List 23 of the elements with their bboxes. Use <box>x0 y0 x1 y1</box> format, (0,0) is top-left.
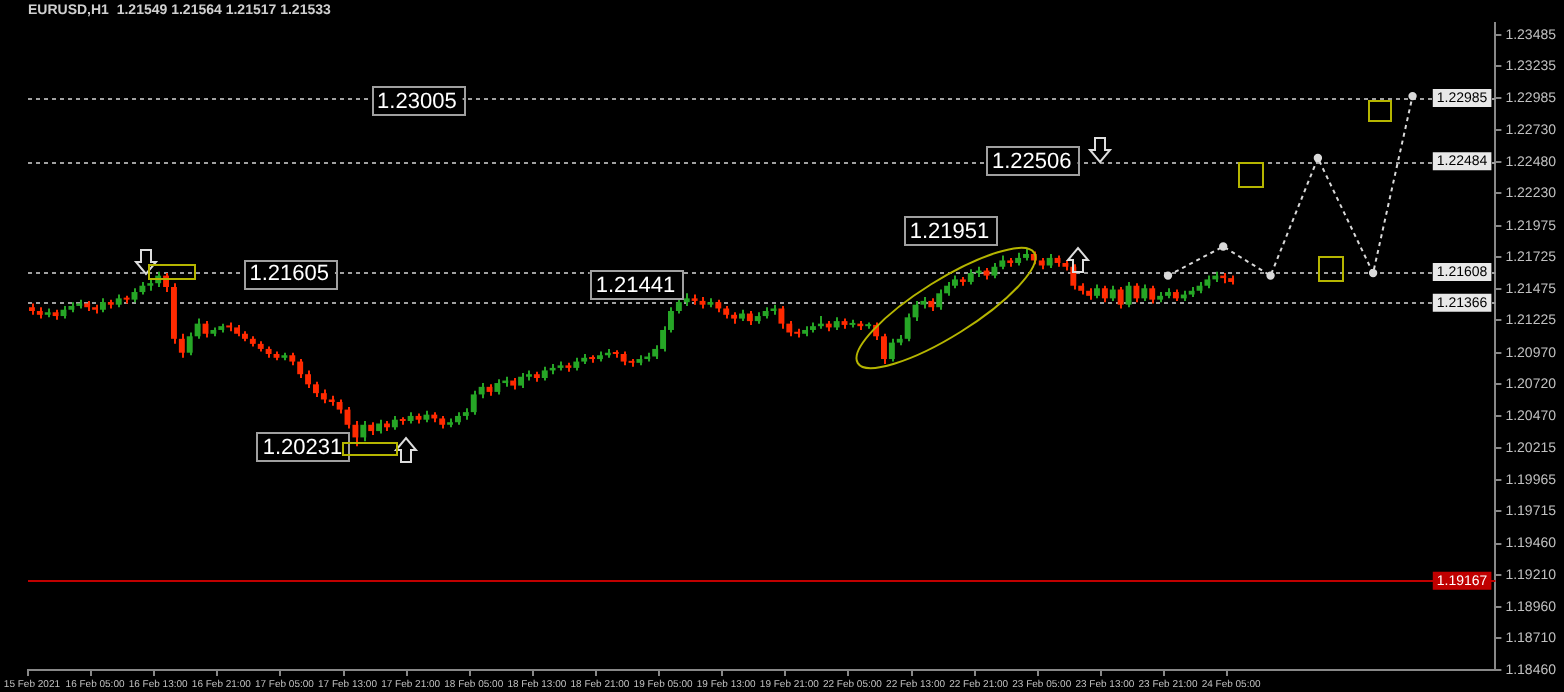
candlestick <box>1125 280 1132 309</box>
annotation: 1.21951 <box>909 219 990 244</box>
candlestick <box>470 389 477 416</box>
annotation: 1.21605 <box>249 262 329 287</box>
candlestick <box>888 337 895 363</box>
candlestick <box>1117 285 1124 310</box>
point <box>1219 242 1228 251</box>
point <box>1313 153 1323 163</box>
annotation: 1.23005 <box>377 89 457 114</box>
candlestick <box>297 358 304 379</box>
candlestick <box>1133 282 1140 304</box>
candlestick <box>778 304 785 330</box>
annotation: 1.22506 <box>991 149 1072 174</box>
candlestick <box>936 288 943 311</box>
point <box>1266 271 1275 280</box>
candlestick <box>904 312 911 343</box>
point <box>1368 268 1378 278</box>
point <box>1408 91 1417 101</box>
point <box>1163 271 1173 280</box>
candlestick <box>360 419 367 443</box>
candlestick <box>186 331 193 357</box>
annotation: 1.20231 <box>262 435 343 460</box>
annotation: 1.21441 <box>595 273 676 298</box>
